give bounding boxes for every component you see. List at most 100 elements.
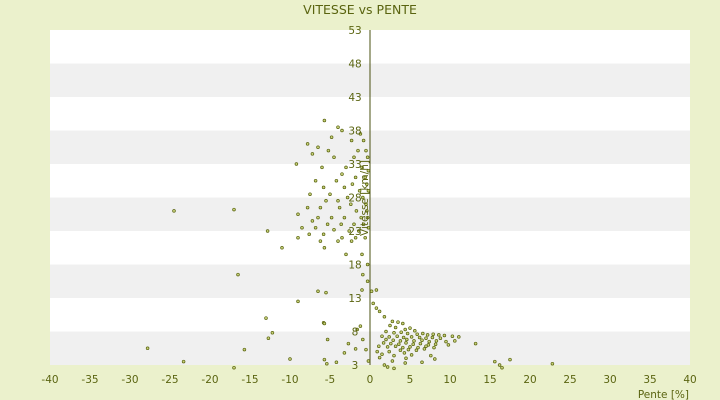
data-point bbox=[296, 212, 300, 217]
data-point bbox=[325, 337, 330, 342]
data-point bbox=[406, 347, 411, 352]
data-point bbox=[408, 345, 412, 349]
data-point bbox=[366, 168, 371, 173]
data-point bbox=[415, 332, 419, 336]
data-point bbox=[328, 192, 332, 196]
x-tick-label: 15 bbox=[483, 374, 496, 386]
data-point bbox=[316, 215, 320, 220]
data-point bbox=[310, 219, 315, 223]
data-point bbox=[377, 355, 382, 360]
data-point bbox=[346, 341, 351, 346]
data-point bbox=[399, 330, 403, 334]
x-tick-label: -40 bbox=[41, 374, 58, 386]
x-tick-label: 35 bbox=[643, 374, 656, 386]
data-point bbox=[375, 349, 379, 354]
data-point bbox=[280, 246, 284, 250]
data-point bbox=[360, 288, 364, 292]
data-point bbox=[336, 239, 340, 243]
data-point bbox=[322, 321, 327, 326]
data-point bbox=[334, 360, 339, 365]
data-point bbox=[232, 207, 236, 212]
data-point bbox=[354, 209, 359, 213]
data-point bbox=[398, 348, 403, 353]
x-tick-label: -30 bbox=[121, 374, 138, 386]
data-point bbox=[396, 320, 400, 324]
data-point bbox=[412, 339, 416, 343]
data-point bbox=[181, 359, 186, 364]
data-point bbox=[349, 202, 353, 206]
data-point bbox=[353, 347, 358, 351]
data-point bbox=[446, 343, 451, 347]
data-point bbox=[409, 353, 414, 357]
data-point bbox=[172, 209, 176, 213]
data-point bbox=[401, 345, 405, 350]
data-point bbox=[401, 321, 405, 326]
data-point bbox=[325, 222, 330, 227]
data-point bbox=[388, 323, 392, 328]
data-point bbox=[392, 366, 396, 371]
data-point bbox=[318, 205, 323, 210]
data-point bbox=[381, 341, 386, 345]
data-point bbox=[347, 229, 351, 233]
data-point bbox=[296, 299, 300, 304]
data-point bbox=[374, 306, 379, 310]
y-tick-label: 33 bbox=[348, 159, 361, 171]
data-point bbox=[403, 327, 407, 332]
data-point bbox=[294, 162, 299, 166]
data-point bbox=[232, 365, 236, 370]
data-point bbox=[404, 356, 408, 361]
data-point bbox=[288, 357, 292, 361]
y-tick-label: 38 bbox=[348, 126, 361, 138]
data-point bbox=[369, 289, 374, 294]
data-point bbox=[432, 345, 436, 350]
data-point bbox=[411, 342, 415, 346]
data-point bbox=[380, 334, 384, 338]
data-point bbox=[391, 338, 395, 342]
data-point bbox=[420, 360, 424, 365]
data-point bbox=[393, 325, 398, 330]
data-point bbox=[473, 341, 478, 346]
data-point bbox=[457, 335, 461, 339]
data-point bbox=[326, 148, 331, 153]
x-tick-label: 10 bbox=[443, 374, 456, 386]
data-point bbox=[337, 205, 342, 210]
data-point bbox=[405, 331, 410, 336]
data-point bbox=[497, 363, 502, 367]
y-tick-label: 53 bbox=[348, 25, 361, 37]
data-point bbox=[325, 361, 329, 366]
data-point bbox=[363, 235, 367, 240]
data-point bbox=[307, 232, 311, 237]
data-point bbox=[418, 341, 423, 346]
data-point bbox=[395, 334, 399, 338]
data-point bbox=[265, 229, 270, 233]
data-point bbox=[392, 353, 396, 358]
data-point bbox=[342, 351, 347, 355]
data-point bbox=[387, 335, 391, 339]
data-point bbox=[389, 341, 393, 346]
data-point bbox=[349, 239, 354, 243]
data-point bbox=[264, 316, 268, 320]
y-tick-label: 28 bbox=[348, 193, 361, 205]
data-point bbox=[355, 327, 359, 332]
data-point bbox=[508, 357, 512, 362]
data-point bbox=[310, 152, 315, 156]
data-point bbox=[384, 337, 388, 342]
data-point bbox=[429, 353, 433, 358]
data-point bbox=[398, 339, 403, 343]
data-point bbox=[425, 333, 430, 337]
data-point bbox=[365, 209, 369, 213]
data-point bbox=[357, 229, 361, 233]
x-tick-label: 25 bbox=[563, 374, 576, 386]
data-point bbox=[364, 148, 368, 153]
data-point bbox=[353, 175, 358, 180]
data-point bbox=[453, 339, 457, 343]
data-point bbox=[350, 182, 355, 186]
data-point bbox=[270, 331, 275, 335]
data-point bbox=[342, 185, 347, 190]
data-point bbox=[344, 165, 348, 170]
y-tick-label: 13 bbox=[348, 293, 361, 305]
data-point bbox=[336, 199, 340, 203]
data-point bbox=[493, 359, 497, 364]
data-point bbox=[382, 315, 387, 319]
